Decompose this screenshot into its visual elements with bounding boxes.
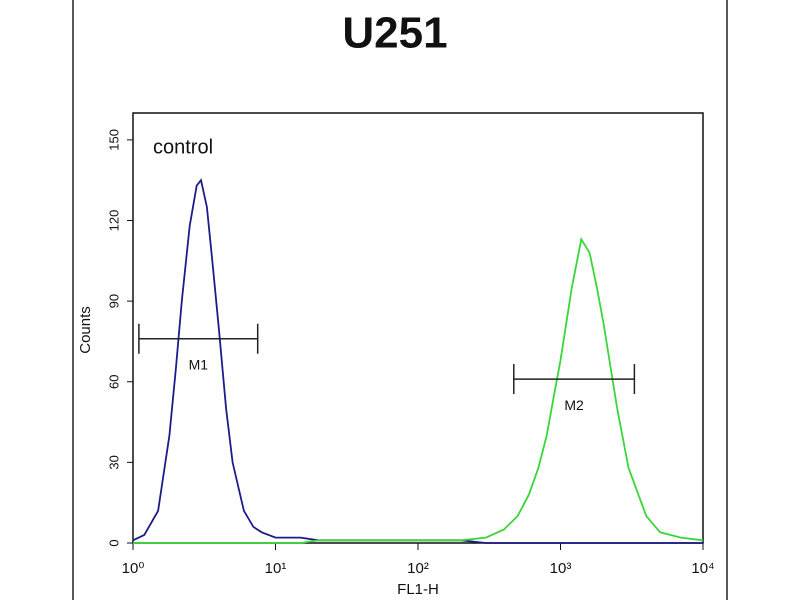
marker-label: M1	[189, 356, 209, 372]
histogram-line	[133, 236, 704, 544]
chart-title: U251	[342, 9, 447, 58]
x-tick-label: 10⁴	[691, 560, 714, 577]
y-tick-label: 90	[106, 294, 121, 308]
y-tick-label: 30	[106, 455, 121, 469]
y-tick-label: 120	[106, 210, 121, 232]
y-tick-label: 150	[106, 129, 121, 151]
y-axis-label: Counts	[77, 306, 94, 354]
y-tick-label: 0	[106, 539, 121, 546]
marker-label: M2	[564, 397, 584, 413]
annotation: control	[153, 136, 213, 158]
y-tick-label: 60	[106, 375, 121, 389]
x-tick-label: 10¹	[265, 560, 287, 577]
x-tick-label: 10³	[550, 560, 572, 577]
x-tick-label: 10²	[407, 560, 429, 577]
x-axis-label: FL1-H	[397, 581, 439, 598]
x-tick-label: 10⁰	[122, 560, 145, 577]
